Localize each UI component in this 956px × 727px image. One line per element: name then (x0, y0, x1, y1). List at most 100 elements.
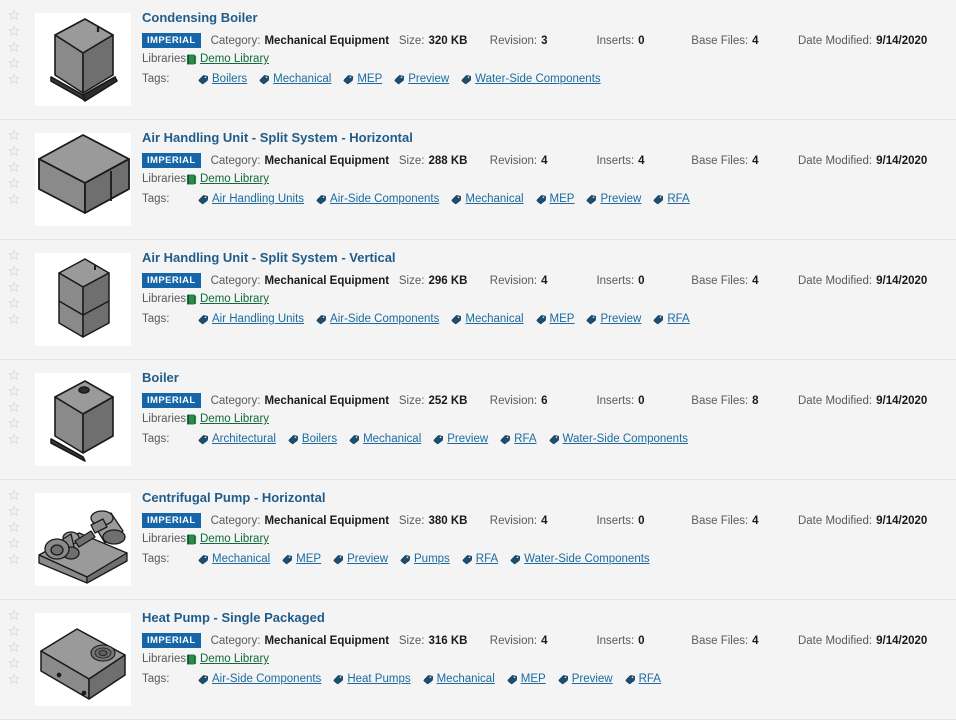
library-link[interactable]: Demo Library (200, 293, 270, 305)
model-thumbnail[interactable] (35, 133, 131, 226)
rating-star[interactable]: ☆ (7, 519, 21, 536)
tag-entry[interactable]: Boilers (198, 71, 249, 87)
tag-entry[interactable]: MEP (536, 191, 577, 207)
tag-entry[interactable]: Water-Side Components (510, 551, 652, 567)
tag-entry[interactable]: Mechanical (259, 71, 333, 87)
tag-link[interactable]: MEP (296, 553, 322, 565)
tag-entry[interactable]: Preview (394, 71, 451, 87)
tag-entry[interactable]: Architectural (198, 431, 278, 447)
tag-entry[interactable]: Mechanical (423, 671, 497, 687)
tag-entry[interactable]: RFA (462, 551, 500, 567)
library-entry[interactable]: Demo Library (186, 651, 271, 667)
tag-link[interactable]: Air Handling Units (212, 313, 305, 325)
tag-link[interactable]: Heat Pumps (347, 673, 411, 685)
tag-link[interactable]: Mechanical (273, 73, 332, 85)
tag-entry[interactable]: Air-Side Components (198, 671, 323, 687)
tag-link[interactable]: Preview (408, 73, 450, 85)
tag-entry[interactable]: Water-Side Components (461, 71, 603, 87)
tag-link[interactable]: RFA (514, 433, 537, 445)
tag-link[interactable]: RFA (475, 553, 499, 565)
tag-entry[interactable]: MEP (536, 311, 577, 327)
tag-link[interactable]: Preview (571, 673, 613, 685)
rating-star[interactable]: ☆ (7, 23, 21, 40)
library-link[interactable]: Demo Library (200, 653, 270, 665)
rating-star[interactable]: ☆ (7, 71, 21, 88)
model-thumbnail[interactable] (35, 13, 131, 106)
item-title[interactable]: Air Handling Unit - Split System - Horiz… (142, 130, 413, 145)
rating-star[interactable]: ☆ (7, 607, 21, 624)
result-row[interactable]: ☆ ☆ ☆ ☆ ☆ Centrifugal Pump - Horizontal IMPERI… (0, 480, 956, 600)
rating-stars[interactable]: ☆ ☆ ☆ ☆ ☆ (0, 120, 28, 208)
rating-star[interactable]: ☆ (7, 383, 21, 400)
rating-star[interactable]: ☆ (7, 247, 21, 264)
library-entry[interactable]: Demo Library (186, 51, 271, 67)
tag-link[interactable]: Water-Side Components (524, 553, 650, 565)
item-title[interactable]: Boiler (142, 370, 179, 385)
tag-entry[interactable]: Mechanical (451, 311, 525, 327)
rating-star[interactable]: ☆ (7, 175, 21, 192)
tag-link[interactable]: Water-Side Components (475, 73, 601, 85)
tag-link[interactable]: MEP (357, 73, 383, 85)
model-thumbnail[interactable] (35, 493, 131, 586)
rating-star[interactable]: ☆ (7, 191, 21, 208)
model-thumbnail[interactable] (35, 253, 131, 346)
thumbnail-cell[interactable] (28, 600, 138, 719)
tag-link[interactable]: RFA (638, 673, 661, 685)
rating-stars[interactable]: ☆ ☆ ☆ ☆ ☆ (0, 600, 28, 688)
tag-link[interactable]: Preview (447, 433, 489, 445)
rating-star[interactable]: ☆ (7, 655, 21, 672)
rating-stars[interactable]: ☆ ☆ ☆ ☆ ☆ (0, 480, 28, 568)
tag-entry[interactable]: Preview (586, 191, 643, 207)
tag-link[interactable]: Mechanical (465, 313, 524, 325)
tag-entry[interactable]: RFA (653, 311, 691, 327)
rating-star[interactable]: ☆ (7, 311, 21, 328)
library-link[interactable]: Demo Library (200, 533, 270, 545)
tag-link[interactable]: RFA (667, 193, 690, 205)
tag-link[interactable]: Air-Side Components (330, 193, 440, 205)
tag-link[interactable]: Air-Side Components (212, 673, 322, 685)
thumbnail-cell[interactable] (28, 0, 138, 119)
rating-star[interactable]: ☆ (7, 623, 21, 640)
tag-entry[interactable]: MEP (282, 551, 323, 567)
rating-star[interactable]: ☆ (7, 503, 21, 520)
rating-star[interactable]: ☆ (7, 39, 21, 56)
rating-star[interactable]: ☆ (7, 399, 21, 416)
tag-link[interactable]: Architectural (212, 433, 276, 445)
rating-star[interactable]: ☆ (7, 295, 21, 312)
tag-entry[interactable]: MEP (507, 671, 548, 687)
tag-link[interactable]: MEP (520, 673, 546, 685)
result-row[interactable]: ☆ ☆ ☆ ☆ ☆ Air Handling Unit - Split System - … (0, 240, 956, 360)
tag-link[interactable]: Mechanical (212, 553, 271, 565)
tag-entry[interactable]: Water-Side Components (549, 431, 691, 447)
item-title[interactable]: Heat Pump - Single Packaged (142, 610, 325, 625)
rating-star[interactable]: ☆ (7, 55, 21, 72)
rating-star[interactable]: ☆ (7, 551, 21, 568)
thumbnail-cell[interactable] (28, 240, 138, 359)
rating-star[interactable]: ☆ (7, 487, 21, 504)
library-entry[interactable]: Demo Library (186, 531, 271, 547)
result-row[interactable]: ☆ ☆ ☆ ☆ ☆ Heat Pump - Single Packaged IMPERIAL… (0, 600, 956, 720)
tag-entry[interactable]: RFA (500, 431, 538, 447)
library-link[interactable]: Demo Library (200, 173, 270, 185)
rating-star[interactable]: ☆ (7, 263, 21, 280)
tag-link[interactable]: Air Handling Units (212, 193, 305, 205)
tag-entry[interactable]: RFA (653, 191, 691, 207)
rating-star[interactable]: ☆ (7, 143, 21, 160)
tag-entry[interactable]: Air-Side Components (316, 311, 441, 327)
tag-entry[interactable]: Air Handling Units (198, 311, 306, 327)
thumbnail-cell[interactable] (28, 120, 138, 239)
item-title[interactable]: Condensing Boiler (142, 10, 258, 25)
tag-entry[interactable]: RFA (625, 671, 663, 687)
rating-stars[interactable]: ☆ ☆ ☆ ☆ ☆ (0, 360, 28, 448)
tag-entry[interactable]: Air Handling Units (198, 191, 306, 207)
rating-star[interactable]: ☆ (7, 671, 21, 688)
tag-link[interactable]: Mechanical (363, 433, 422, 445)
tag-entry[interactable]: Pumps (400, 551, 452, 567)
library-entry[interactable]: Demo Library (186, 411, 271, 427)
result-row[interactable]: ☆ ☆ ☆ ☆ ☆ Boiler IMPERIAL Category: Mechanical E… (0, 360, 956, 480)
tag-link[interactable]: RFA (667, 313, 690, 325)
thumbnail-cell[interactable] (28, 480, 138, 599)
rating-star[interactable]: ☆ (7, 7, 21, 24)
tag-link[interactable]: Boilers (301, 433, 338, 445)
tag-link[interactable]: Air-Side Components (330, 313, 440, 325)
